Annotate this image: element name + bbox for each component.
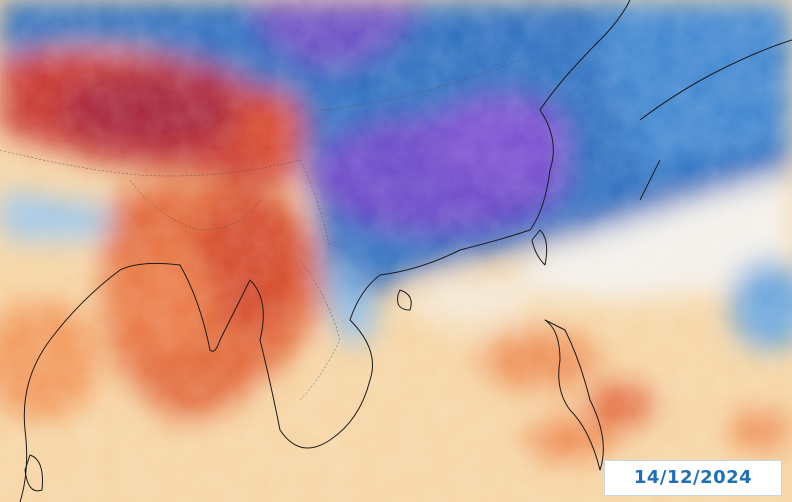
coastlines <box>19 0 792 502</box>
timestamp: 14/12/2024 07:00 <box>604 460 782 502</box>
borders <box>0 59 521 401</box>
